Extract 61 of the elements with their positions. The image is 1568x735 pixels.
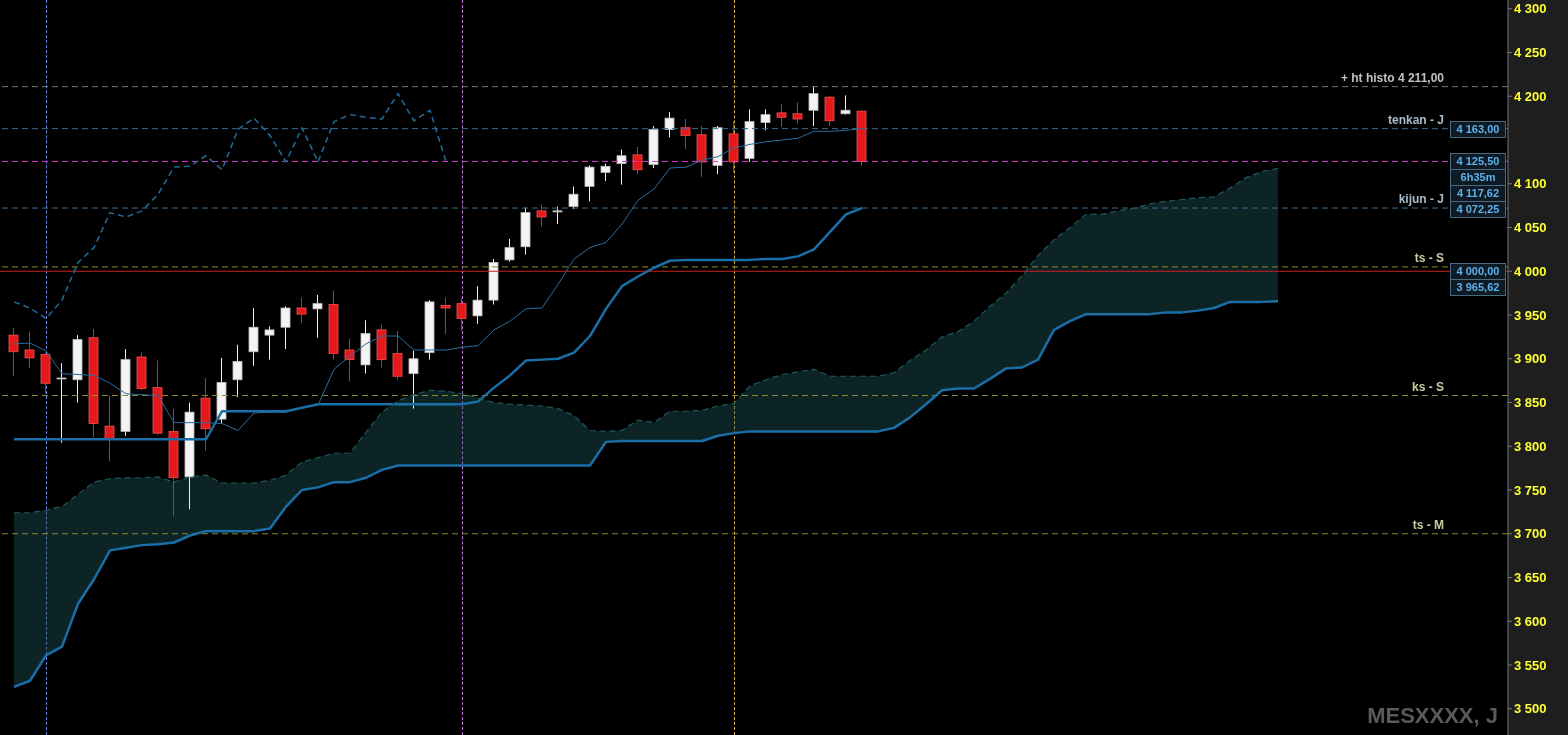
y-tick-label: 3 800: [1514, 438, 1547, 454]
candlestick: [408, 350, 419, 410]
y-tick-label: 4 300: [1514, 1, 1547, 17]
line-series: [12, 206, 864, 441]
candlestick: [440, 297, 451, 335]
y-tick-label: 3 700: [1514, 526, 1547, 542]
ref-line-label: ts - M: [1412, 517, 1444, 532]
y-tick-label: 4 200: [1514, 88, 1547, 104]
candlestick: [280, 305, 291, 350]
y-tick-label: 4 000: [1514, 263, 1547, 279]
y-tick-label: 4 250: [1514, 45, 1547, 61]
candlestick: [584, 164, 595, 202]
y-tick-label: 4 100: [1514, 176, 1547, 192]
candlestick: [392, 330, 403, 381]
candlestick: [536, 204, 547, 228]
annotation: 4 000,00: [1450, 263, 1506, 281]
ref-line-label: ks - S: [1411, 379, 1444, 394]
candlestick: [632, 146, 643, 175]
candlestick: [664, 111, 675, 138]
y-tick-label: 3 950: [1514, 307, 1547, 323]
candlestick: [504, 238, 515, 263]
annotation: 4 163,00: [1450, 120, 1506, 138]
annotation: 4 072,25: [1450, 201, 1506, 219]
candlestick: [8, 327, 19, 377]
candlestick: [824, 95, 835, 127]
candlestick: [616, 149, 627, 186]
ref-line-label: + ht histo 4 211,00: [1340, 70, 1445, 85]
candlestick: [104, 395, 115, 462]
candlestick: [264, 325, 275, 361]
text: 4 117,62: [1450, 185, 1506, 203]
line-series: [13, 92, 447, 320]
y-tick-label: 3 650: [1514, 570, 1547, 586]
candlestick: [296, 297, 307, 324]
y-tick-label: 3 500: [1514, 701, 1547, 717]
y-tick-label: 3 850: [1514, 395, 1547, 411]
ref-line-label: kijun - J: [1398, 192, 1444, 207]
y-tick-label: 3 900: [1514, 351, 1547, 367]
candlestick: [808, 86, 819, 127]
text: 3 965,62: [1450, 279, 1506, 297]
y-tick-label: 3 600: [1514, 613, 1547, 629]
line-series: [13, 167, 1279, 514]
candlestick: [840, 94, 851, 116]
annotation: 4 125,50: [1450, 153, 1506, 171]
y-tick-label: 4 050: [1514, 220, 1547, 236]
candlestick: [56, 362, 67, 444]
ref-line-label: ts - S: [1414, 250, 1444, 265]
candlestick: [472, 285, 483, 325]
candlestick: [232, 344, 243, 398]
line-series: [12, 300, 1280, 689]
y-tick-label: 3 550: [1514, 657, 1547, 673]
candlestick: [312, 294, 323, 339]
candlestick: [456, 297, 467, 332]
annotation: 6h35m: [1450, 169, 1506, 187]
candlestick: [776, 103, 787, 128]
candlestick: [792, 101, 803, 124]
candlestick: [760, 108, 771, 131]
y-tick-label: 3 750: [1514, 482, 1547, 498]
candlestick: [680, 118, 691, 150]
ref-line-label: tenkan - J: [1387, 112, 1444, 127]
candlestick: [24, 331, 35, 369]
text: MESXXXX, J: [1367, 703, 1498, 729]
